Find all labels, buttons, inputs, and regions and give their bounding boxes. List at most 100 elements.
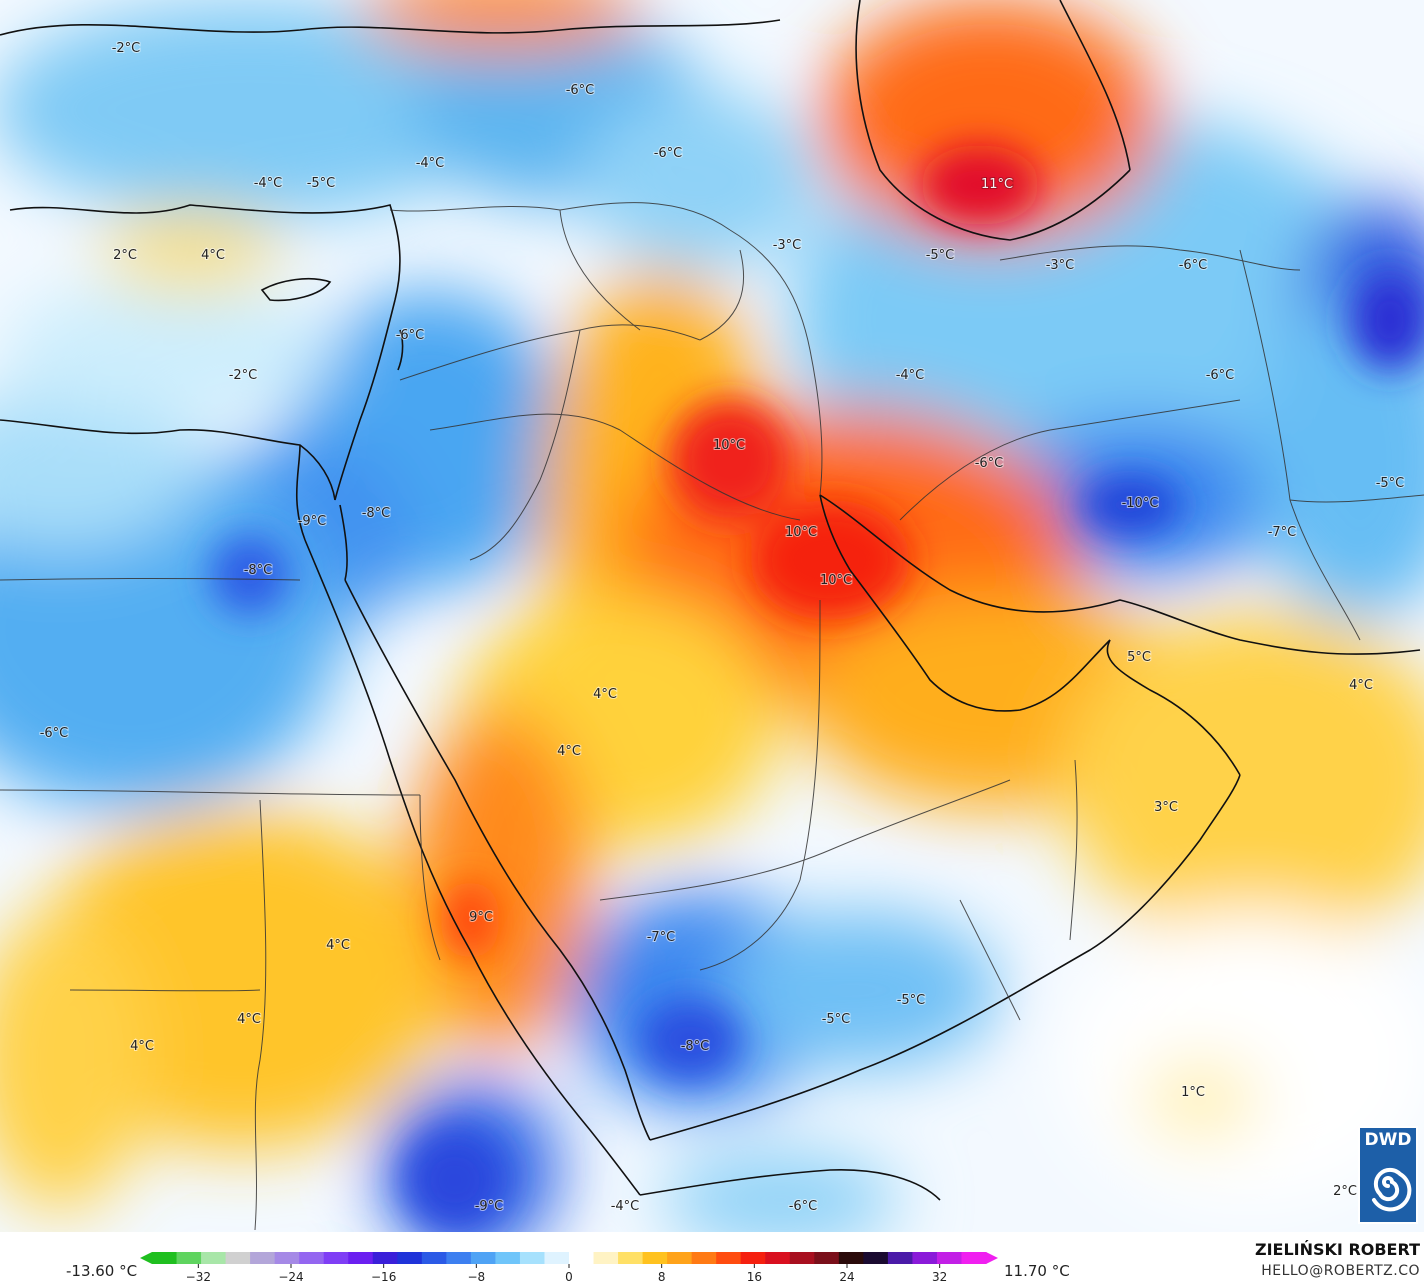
temperature-label: -6°C — [1206, 368, 1235, 383]
temperature-label: 11°C — [981, 177, 1013, 192]
colorbar-swatch — [372, 1252, 398, 1264]
colorbar-swatch — [618, 1252, 644, 1264]
colorbar-tick-label: 16 — [747, 1270, 762, 1284]
temperature-labels: -2°C -6°C -6°C -4°C -4°C -5°C 11°C 2°C 4°C -3°C -5… — [39, 40, 1406, 1215]
colorbar-swatch — [961, 1252, 987, 1264]
temperature-label: 4°C — [130, 1039, 154, 1054]
colorbar-max-arrow — [986, 1252, 998, 1264]
colorbar-tick-label: 0 — [565, 1270, 573, 1284]
temperature-label: 9°C — [469, 910, 493, 925]
colorbar-tick-label: −24 — [278, 1270, 303, 1284]
temperature-label: -6°C — [40, 726, 69, 741]
colorbar-swatch — [201, 1252, 227, 1264]
temperature-label: -3°C — [773, 238, 802, 253]
temperature-label: -4°C — [896, 368, 925, 383]
colorbar: −32 −24 −16 −8 0 8 16 24 32 — [140, 1252, 998, 1284]
temperature-anomaly-map: -2°C -6°C -6°C -4°C -4°C -5°C 11°C 2°C 4°C -3°C -5… — [0, 0, 1424, 1232]
temperature-label: -6°C — [396, 328, 425, 343]
temperature-label: 5°C — [1127, 650, 1151, 665]
temperature-label: -5°C — [1376, 476, 1405, 491]
temperature-label: -6°C — [1179, 258, 1208, 273]
colorbar-swatch — [642, 1252, 668, 1264]
temperature-label: -6°C — [566, 83, 595, 98]
colorbar-swatch — [667, 1252, 693, 1264]
temperature-label: -6°C — [975, 456, 1004, 471]
temperature-label: -5°C — [926, 248, 955, 263]
colorbar-swatch — [863, 1252, 889, 1264]
temperature-label: 10°C — [785, 525, 817, 540]
colorbar-swatch — [225, 1252, 251, 1264]
colorbar-swatch — [887, 1252, 913, 1264]
temperature-label: -5°C — [307, 176, 336, 191]
colorbar-swatch — [470, 1252, 496, 1264]
colorbar-swatch — [544, 1252, 570, 1264]
colorbar-tick-label: −8 — [467, 1270, 485, 1284]
temperature-label: -7°C — [647, 930, 676, 945]
temperature-label: 4°C — [237, 1012, 261, 1027]
colorbar-swatch — [814, 1252, 840, 1264]
colorbar-swatch — [323, 1252, 349, 1264]
temperature-label: -4°C — [611, 1199, 640, 1214]
temperature-label: 4°C — [593, 687, 617, 702]
temperature-label: 10°C — [820, 573, 852, 588]
temperature-label: -8°C — [681, 1039, 710, 1054]
temperature-label: 10°C — [713, 438, 745, 453]
anomaly-field — [0, 0, 1424, 1232]
colorbar-swatch — [421, 1252, 447, 1264]
colorbar-swatch — [912, 1252, 938, 1264]
temperature-label: 4°C — [326, 938, 350, 953]
colorbar-tick-label: 32 — [932, 1270, 947, 1284]
temperature-label: -5°C — [897, 993, 926, 1008]
temperature-label: -7°C — [1268, 525, 1297, 540]
colorbar-swatch — [593, 1252, 619, 1264]
temperature-label: -9°C — [475, 1199, 504, 1214]
colorbar-tick-label: 8 — [658, 1270, 666, 1284]
temperature-label: -3°C — [1046, 258, 1075, 273]
temperature-label: 1°C — [1181, 1085, 1205, 1100]
colorbar-swatch — [936, 1252, 962, 1264]
colorbar-swatch — [519, 1252, 545, 1264]
colorbar-tick-label: −16 — [371, 1270, 396, 1284]
colorbar-swatch — [765, 1252, 791, 1264]
temperature-label: -10°C — [1122, 496, 1159, 511]
temperature-label: -5°C — [822, 1012, 851, 1027]
temperature-label: 4°C — [201, 248, 225, 263]
colorbar-tick-label: −32 — [186, 1270, 211, 1284]
colorbar-swatch — [348, 1252, 374, 1264]
colorbar-max-label: 11.70 °C — [1004, 1262, 1070, 1280]
temperature-label: -6°C — [654, 146, 683, 161]
temperature-label: -4°C — [416, 156, 445, 171]
colorbar-min-arrow — [140, 1252, 152, 1264]
temperature-label: -4°C — [254, 176, 283, 191]
colorbar-swatch — [397, 1252, 423, 1264]
temperature-label: -9°C — [298, 514, 327, 529]
temperature-label: 2°C — [113, 248, 137, 263]
temperature-label: -6°C — [789, 1199, 818, 1214]
temperature-label: -2°C — [112, 41, 141, 56]
colorbar-swatch — [152, 1252, 178, 1264]
temperature-label: -2°C — [229, 368, 258, 383]
temperature-label: 4°C — [557, 744, 581, 759]
colorbar-swatch — [691, 1252, 717, 1264]
author-credit: ZIELIŃSKI ROBERT — [1254, 1240, 1420, 1259]
colorbar-swatch — [299, 1252, 325, 1264]
spiral-icon — [1372, 1167, 1412, 1212]
colorbar-swatch — [740, 1252, 766, 1264]
dwd-logo: DWD — [1358, 1126, 1418, 1224]
colorbar-ticks: −32 −24 −16 −8 0 8 16 24 32 — [186, 1264, 947, 1284]
colorbar-swatch — [446, 1252, 472, 1264]
colorbar-tick-label: 24 — [839, 1270, 854, 1284]
colorbar-swatch — [838, 1252, 864, 1264]
colorbar-swatch — [569, 1252, 595, 1264]
temperature-label: -8°C — [362, 506, 391, 521]
temperature-label: 3°C — [1154, 800, 1178, 815]
colorbar-swatch — [250, 1252, 276, 1264]
colorbar-swatch — [716, 1252, 742, 1264]
colorbar-min-label: -13.60 °C — [66, 1262, 138, 1280]
dwd-logo-text: DWD — [1364, 1130, 1412, 1150]
colorbar-swatch — [274, 1252, 300, 1264]
country-borders — [0, 202, 1424, 1231]
colorbar-swatch — [789, 1252, 815, 1264]
temperature-label: 4°C — [1349, 678, 1373, 693]
coastlines-and-borders — [0, 0, 1421, 1201]
